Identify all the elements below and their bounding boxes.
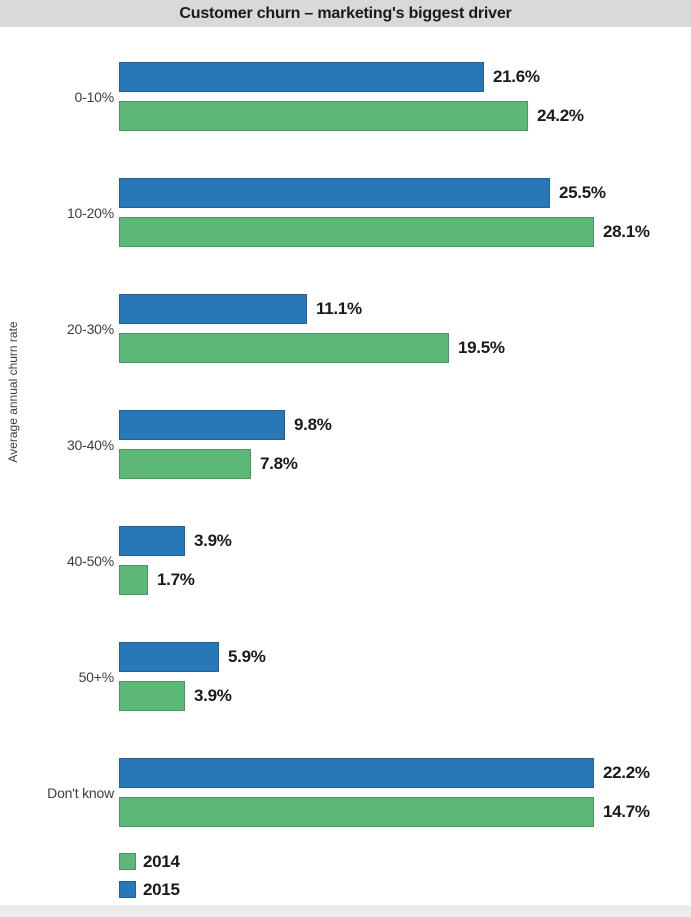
bar-row: 25.5% xyxy=(119,178,691,208)
chart-title: Customer churn – marketing's biggest dri… xyxy=(179,4,512,22)
value-label: 14.7% xyxy=(603,802,650,821)
bar-row: 21.6% xyxy=(119,62,691,92)
bar-row: 7.8% xyxy=(119,449,691,479)
value-label: 19.5% xyxy=(458,338,505,357)
bar-2015 xyxy=(119,294,307,324)
bar-pair: 21.6% 24.2% xyxy=(119,62,691,131)
bar-pair: 22.2% 14.7% xyxy=(119,758,691,827)
bar-2014 xyxy=(119,217,594,247)
bar-row: 9.8% xyxy=(119,410,691,440)
category-label: 50+% xyxy=(78,668,115,685)
category-label: 30-40% xyxy=(66,436,114,453)
bar-row: 3.9% xyxy=(119,681,691,711)
value-label: 28.1% xyxy=(603,222,650,241)
category-label: 0-10% xyxy=(74,88,115,105)
bar-2014 xyxy=(119,565,148,595)
bar-row: 14.7% xyxy=(119,797,691,827)
value-label: 3.9% xyxy=(194,531,232,550)
category-group: 30-40% 9.8% 7.8% xyxy=(0,410,691,479)
bar-2015 xyxy=(119,526,185,556)
bar-2014 xyxy=(119,797,594,827)
value-label: 1.7% xyxy=(157,570,195,589)
value-label: 7.8% xyxy=(260,454,298,473)
legend-entry-2014: 2014 xyxy=(119,852,180,871)
bar-row: 11.1% xyxy=(119,294,691,324)
bar-pair: 9.8% 7.8% xyxy=(119,410,691,479)
bar-row: 1.7% xyxy=(119,565,691,595)
category-label: 40-50% xyxy=(66,552,114,569)
legend: 2014 2015 xyxy=(119,852,180,908)
value-label: 11.1% xyxy=(316,299,362,318)
bar-row: 5.9% xyxy=(119,642,691,672)
bar-2015 xyxy=(119,642,219,672)
legend-swatch-2014 xyxy=(119,853,136,870)
title-band: Customer churn – marketing's biggest dri… xyxy=(0,0,691,27)
value-label: 3.9% xyxy=(194,686,232,705)
bar-pair: 25.5% 28.1% xyxy=(119,178,691,247)
bar-2014 xyxy=(119,681,185,711)
category-group: 0-10% 21.6% 24.2% xyxy=(0,62,691,131)
bar-2015 xyxy=(119,758,594,788)
legend-swatch-2015 xyxy=(119,881,136,898)
bar-2014 xyxy=(119,333,449,363)
category-group: Don't know 22.2% 14.7% xyxy=(0,758,691,827)
bar-2015 xyxy=(119,62,484,92)
bar-2015 xyxy=(119,178,550,208)
value-label: 9.8% xyxy=(294,415,332,434)
value-label: 22.2% xyxy=(603,763,650,782)
bar-row: 24.2% xyxy=(119,101,691,131)
legend-label-2015: 2015 xyxy=(143,879,180,899)
bar-pair: 3.9% 1.7% xyxy=(119,526,691,595)
category-label: 10-20% xyxy=(66,204,114,221)
category-group: 10-20% 25.5% 28.1% xyxy=(0,178,691,247)
bar-row: 28.1% xyxy=(119,217,691,247)
category-group: 20-30% 11.1% 19.5% xyxy=(0,294,691,363)
bar-row: 19.5% xyxy=(119,333,691,363)
bar-2015 xyxy=(119,410,285,440)
value-label: 21.6% xyxy=(493,67,540,86)
legend-label-2014: 2014 xyxy=(143,851,180,871)
category-label: 20-30% xyxy=(66,320,114,337)
bar-pair: 5.9% 3.9% xyxy=(119,642,691,711)
value-label: 24.2% xyxy=(537,106,584,125)
bar-2014 xyxy=(119,101,528,131)
value-label: 25.5% xyxy=(559,183,606,202)
bar-2014 xyxy=(119,449,251,479)
bottom-band xyxy=(0,905,691,917)
value-label: 5.9% xyxy=(228,647,266,666)
category-label: Don't know xyxy=(47,784,114,801)
bar-pair: 11.1% 19.5% xyxy=(119,294,691,363)
bar-row: 22.2% xyxy=(119,758,691,788)
category-group: 50+% 5.9% 3.9% xyxy=(0,642,691,711)
legend-entry-2015: 2015 xyxy=(119,880,180,899)
bar-row: 3.9% xyxy=(119,526,691,556)
category-group: 40-50% 3.9% 1.7% xyxy=(0,526,691,595)
